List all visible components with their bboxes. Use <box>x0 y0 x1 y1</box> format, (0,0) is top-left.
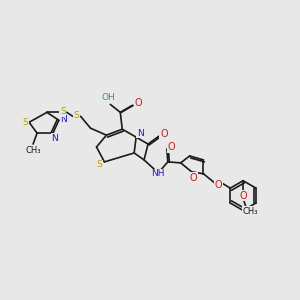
Text: N: N <box>52 134 58 142</box>
Text: NH: NH <box>151 169 165 178</box>
Text: S: S <box>74 111 80 120</box>
Text: S: S <box>97 160 102 169</box>
Text: OH: OH <box>101 93 115 102</box>
Text: N: N <box>137 129 143 138</box>
Text: S: S <box>22 118 28 127</box>
Text: CH₃: CH₃ <box>242 207 258 216</box>
Text: O: O <box>160 129 168 139</box>
Text: O: O <box>168 142 176 152</box>
Text: S: S <box>60 107 66 116</box>
Text: CH₃: CH₃ <box>25 146 41 155</box>
Text: O: O <box>190 173 197 183</box>
Text: O: O <box>214 180 222 190</box>
Text: N: N <box>60 115 67 124</box>
Text: O: O <box>134 98 142 108</box>
Text: O: O <box>239 190 247 201</box>
